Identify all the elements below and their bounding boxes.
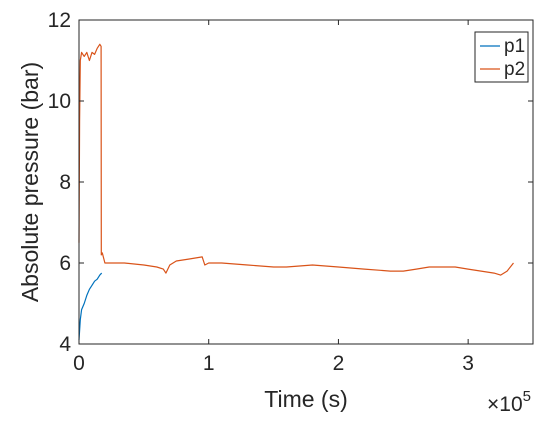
series-line-p2	[78, 43, 514, 276]
legend: p1 p2	[474, 31, 529, 83]
x-tick-label: 1	[203, 352, 215, 375]
series-line-p1	[78, 272, 103, 340]
x-axis-exponent-power: 5	[523, 388, 531, 405]
y-tick-label: 6	[59, 252, 71, 275]
y-tick-label: 8	[59, 171, 71, 194]
series-layer	[78, 43, 514, 340]
legend-box	[474, 31, 529, 83]
x-tick-label: 2	[333, 352, 345, 375]
x-axis-title: Time (s)	[264, 386, 347, 412]
y-tick-label: 10	[48, 90, 71, 113]
y-axis-title: Absolute pressure (bar)	[17, 62, 43, 302]
legend-label-p1: p1	[504, 36, 525, 57]
axes-background	[79, 20, 533, 344]
y-tick-label: 12	[48, 9, 71, 32]
x-tick-label: 0	[73, 352, 85, 375]
y-tick-label: 4	[59, 333, 71, 356]
x-axis-exponent-base: ×10	[487, 393, 523, 416]
x-axis-exponent: ×105	[487, 388, 531, 416]
legend-label-p2: p2	[504, 59, 525, 80]
x-tick-label: 3	[462, 352, 474, 375]
